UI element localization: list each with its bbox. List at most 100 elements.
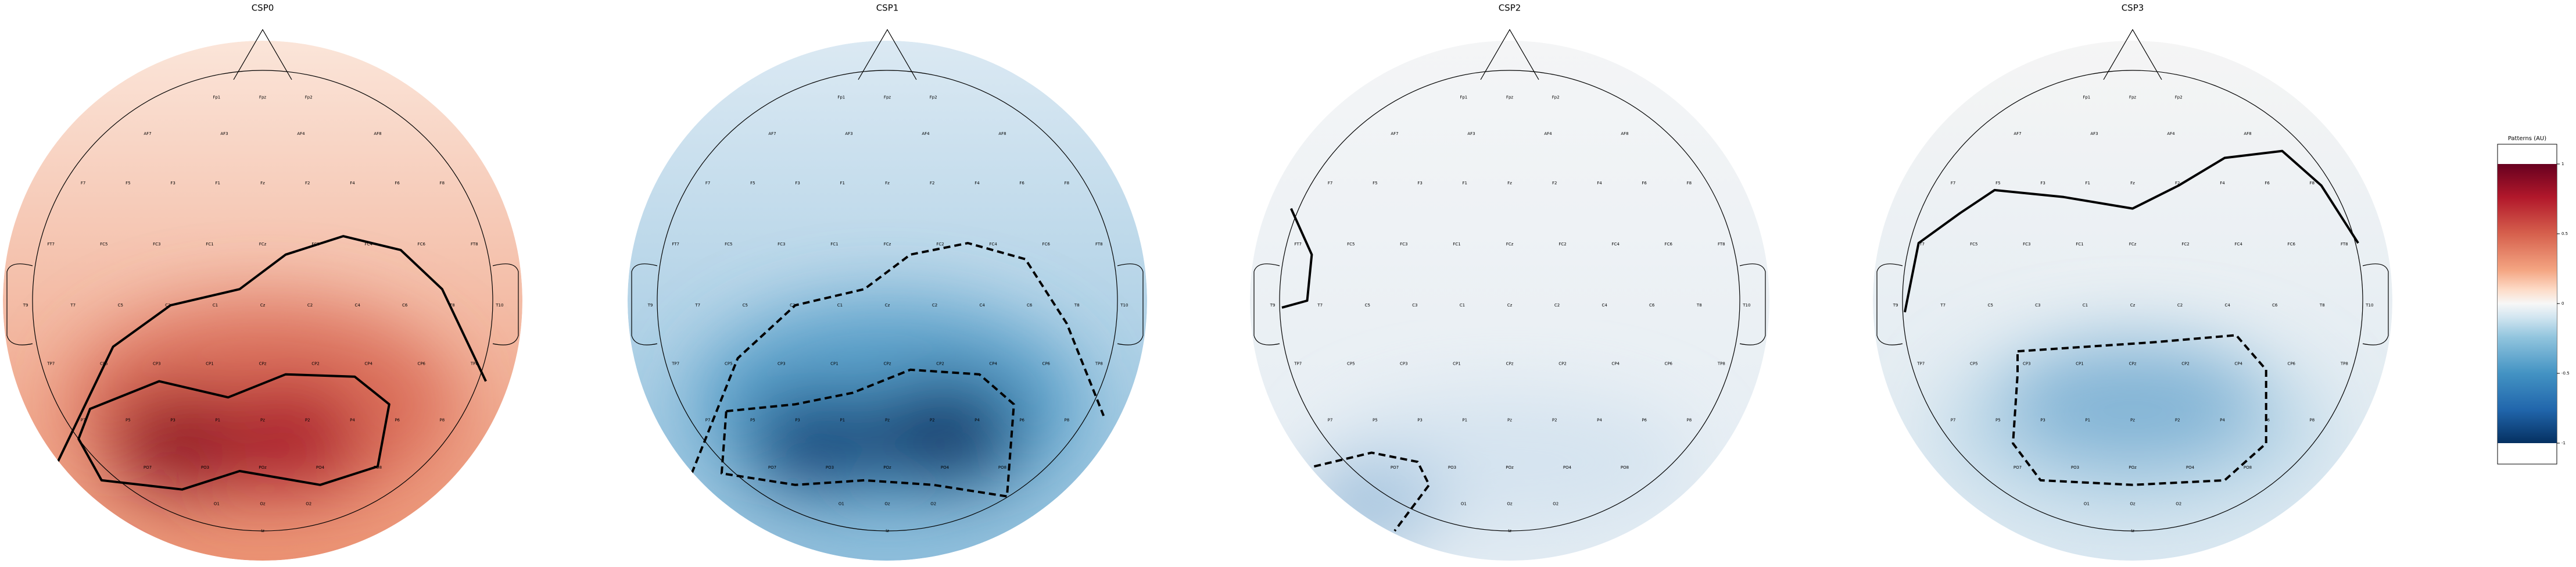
- channel-label: C3: [2035, 303, 2040, 308]
- contour: [54, 235, 487, 467]
- channel-label: CP3: [1400, 362, 1408, 366]
- channel-label: Fp1: [2083, 95, 2090, 100]
- contours: [54, 235, 487, 491]
- nose: [233, 28, 292, 80]
- channel-label: C4: [979, 303, 985, 308]
- field: [1250, 41, 1769, 561]
- channel-label: P7: [1328, 418, 1333, 423]
- channel-label: PO4: [1563, 465, 1572, 470]
- channel-label: POz: [259, 465, 267, 470]
- channel-label: AF7: [144, 131, 151, 136]
- field-blobs: [67, 301, 458, 508]
- channel-label: O1: [839, 501, 844, 506]
- channel-label: C2: [1554, 303, 1560, 308]
- channel-label: FCz: [259, 242, 267, 247]
- channel-label: Fpz: [259, 95, 266, 100]
- channel-label: P6: [1019, 418, 1024, 423]
- channel-label: FC4: [364, 242, 372, 247]
- channel-label: FC2: [936, 242, 944, 247]
- channel-label: AF8: [2244, 131, 2251, 136]
- ear: [1253, 263, 1280, 345]
- channel-label: F5: [1995, 181, 2000, 186]
- channel-label: FC3: [1400, 242, 1407, 247]
- channel-label: F3: [1417, 181, 1422, 186]
- channel-label: CP2: [2181, 362, 2190, 366]
- channel-label: TP8: [2340, 362, 2348, 366]
- channel-label: O1: [2084, 501, 2090, 506]
- channel-label: AF3: [845, 131, 852, 136]
- channel-label: P3: [170, 418, 175, 423]
- channel-label: F3: [2040, 181, 2045, 186]
- channel-label: FC4: [2234, 242, 2242, 247]
- channel-label: T9: [1270, 303, 1276, 308]
- channel-label: POz: [883, 465, 891, 470]
- channel-label: FT8: [471, 242, 478, 247]
- channel-label: F3: [170, 181, 175, 186]
- channel-label: AF7: [1391, 131, 1398, 136]
- head-outline: [1279, 70, 1740, 532]
- channel-label: CP1: [1453, 362, 1461, 366]
- channel-label: AF7: [2013, 131, 2021, 136]
- channel-label: Oz: [884, 501, 890, 506]
- channel-label: FC2: [311, 242, 319, 247]
- channel-label: P2: [2175, 418, 2180, 423]
- channel-label: F7: [81, 181, 85, 186]
- channel-label: P6: [395, 418, 400, 423]
- channel-label: F1: [1463, 181, 1467, 186]
- channel-label: CP3: [153, 362, 161, 366]
- blob: [221, 388, 360, 490]
- channel-label: P7: [1951, 418, 1956, 423]
- channel-label: POz: [2129, 465, 2137, 470]
- channel-label: P8: [1687, 418, 1692, 423]
- channel-label: FC1: [1453, 242, 1460, 247]
- channel-label: P4: [1597, 418, 1602, 423]
- ear: [492, 263, 519, 345]
- channel-label: FC6: [1042, 242, 1051, 247]
- channel-label: P8: [440, 418, 445, 423]
- channel-label: Pz: [260, 418, 265, 423]
- channel-label: AF8: [374, 131, 381, 136]
- channel-label: FC2: [1559, 242, 1566, 247]
- channel-label: P3: [795, 418, 800, 423]
- channel-label: T10: [1742, 303, 1750, 308]
- channel-label: T10: [2365, 303, 2373, 308]
- colorbar-tick-label: 0: [2561, 301, 2564, 306]
- channel-label: T8: [2319, 303, 2325, 308]
- channel-label: Fpz: [1506, 95, 1513, 100]
- channel-label: C5: [1988, 303, 1993, 308]
- channel-label: Fz: [1507, 181, 1512, 186]
- channel-label: CPz: [884, 362, 891, 366]
- colorbar: [2498, 164, 2557, 443]
- channel-label: T9: [647, 303, 653, 308]
- channel-label: PO3: [201, 465, 209, 470]
- channel-label: Oz: [1507, 501, 1513, 506]
- channel-label: C1: [213, 303, 218, 308]
- channel-label: T7: [1940, 303, 1946, 308]
- channel-label: C6: [1649, 303, 1655, 308]
- channel-label: FC6: [418, 242, 426, 247]
- channel-label: TP7: [1294, 362, 1302, 366]
- channel-label: FT7: [1917, 242, 1925, 247]
- channel-label: P5: [750, 418, 755, 423]
- field: [628, 41, 1147, 561]
- channel-label: O2: [306, 501, 311, 506]
- ear: [631, 263, 658, 345]
- channel-label: AF3: [1467, 131, 1475, 136]
- contours: [1281, 208, 1431, 532]
- channel-label: FT7: [47, 242, 55, 247]
- channel-label: F8: [1065, 181, 1069, 186]
- channel-label: F8: [2310, 181, 2315, 186]
- channel-label: FC6: [2288, 242, 2296, 247]
- channel-label: F7: [1328, 181, 1332, 186]
- channel-label: PO8: [374, 465, 382, 470]
- channel-label: CP2: [1559, 362, 1567, 366]
- channel-label: O1: [214, 501, 220, 506]
- channel-label: FC4: [989, 242, 997, 247]
- channel-label: TP8: [1717, 362, 1725, 366]
- contours: [1904, 149, 2359, 486]
- channel-label: P5: [1995, 418, 2001, 423]
- nose: [1480, 28, 1539, 80]
- blob: [108, 393, 256, 494]
- channel-label: PO7: [768, 465, 776, 470]
